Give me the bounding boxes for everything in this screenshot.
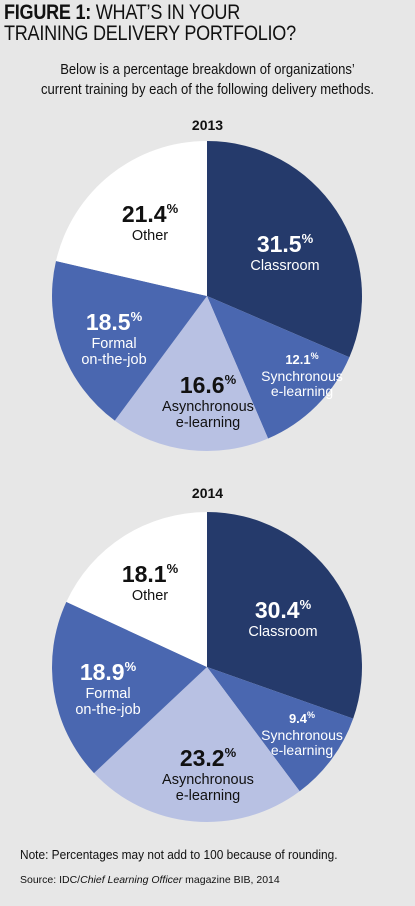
source-suffix: magazine BIB, 2014 xyxy=(182,874,280,886)
pie-chart-2013: 31.5%Classroom12.1%Synchronouse-learning… xyxy=(52,141,362,452)
subtitle-line-1: Below is a percentage breakdown of organ… xyxy=(60,62,355,78)
pie-slice-synchronous-e-learning xyxy=(207,296,350,439)
slice-category-synchronous-e-learning-line-1: Synchronous xyxy=(261,368,343,384)
source-publication: Chief Learning Officer xyxy=(80,874,183,886)
rounding-note: Note: Percentages may not add to 100 bec… xyxy=(20,848,338,862)
slice-category-asynchronous-e-learning-line-1: Asynchronous xyxy=(162,399,254,415)
slice-value-synchronous-e-learning: 12.1% xyxy=(285,351,318,367)
slice-label-classroom: 30.4%Classroom xyxy=(248,597,317,640)
figure-subtitle: Below is a percentage breakdown of organ… xyxy=(21,60,395,100)
slice-category-synchronous-e-learning-line-1: Synchronous xyxy=(261,727,343,743)
pie-slice-asynchronous-e-learning xyxy=(114,296,269,452)
source-citation: Source: IDC/Chief Learning Officer magaz… xyxy=(20,874,280,886)
title-line-2: TRAINING DELIVERY PORTFOLIO? xyxy=(4,22,296,45)
slice-category-other: Other xyxy=(132,228,168,244)
slice-category-asynchronous-e-learning-line-1: Asynchronous xyxy=(162,772,254,788)
pie-slice-synchronous-e-learning xyxy=(207,667,354,792)
pie-chart-2014: 30.4%Classroom9.4%Synchronouse-learning2… xyxy=(52,512,362,822)
subtitle-line-2: current training by each of the followin… xyxy=(41,82,374,98)
pie-slice-other xyxy=(66,512,207,667)
slice-category-synchronous-e-learning-line-2: e-learning xyxy=(271,742,333,758)
slice-category-classroom: Classroom xyxy=(248,624,317,640)
slice-category-classroom: Classroom xyxy=(250,258,319,274)
pie-slice-other xyxy=(56,141,207,296)
pie-title-2013: 2013 xyxy=(191,117,224,133)
pie-slice-classroom xyxy=(207,141,362,358)
pie-slice-formal-on-the-job xyxy=(52,601,207,774)
figure-title: FIGURE 1: WHAT’S IN YOUR TRAINING DELIVE… xyxy=(4,2,296,44)
slice-label-classroom: 31.5%Classroom xyxy=(250,231,319,274)
pie-slice-classroom xyxy=(207,512,362,719)
slice-category-asynchronous-e-learning-line-2: e-learning xyxy=(176,415,241,431)
pie-slice-formal-on-the-job xyxy=(52,261,208,421)
title-line-1: WHAT’S IN YOUR xyxy=(95,1,240,24)
figure-label: FIGURE 1: xyxy=(4,1,91,24)
source-prefix: Source: IDC/ xyxy=(20,874,81,886)
slice-category-formal-on-the-job-line-2: on-the-job xyxy=(81,352,146,368)
slice-category-formal-on-the-job-line-1: Formal xyxy=(91,336,136,352)
slice-category-synchronous-e-learning-line-2: e-learning xyxy=(271,383,333,399)
pie-slice-asynchronous-e-learning xyxy=(94,667,300,822)
pie-title-2014: 2014 xyxy=(191,485,224,501)
slice-category-other: Other xyxy=(132,588,168,604)
slice-category-formal-on-the-job-line-2: on-the-job xyxy=(75,702,140,718)
slice-category-asynchronous-e-learning-line-2: e-learning xyxy=(176,788,241,804)
slice-category-formal-on-the-job-line-1: Formal xyxy=(85,686,130,702)
